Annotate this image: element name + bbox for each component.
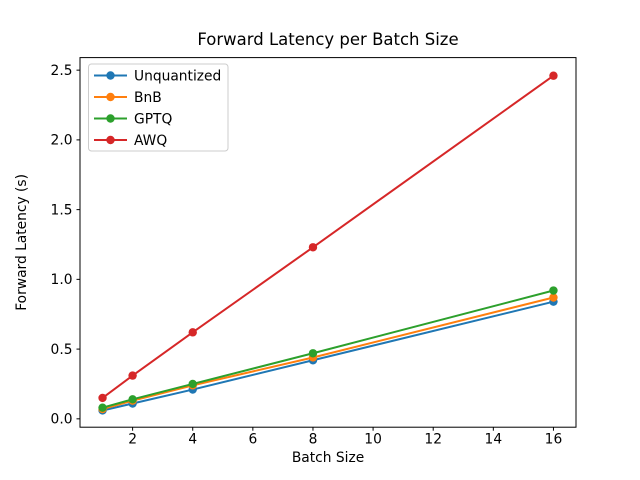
chart-title: Forward Latency per Batch Size [197, 30, 458, 49]
plot-layer: 2 4 6 8 10 12 14 16 0.0 0.5 1.0 1.5 2.0 2.5 Unquantize… [51, 57, 577, 448]
x-tick-label: 4 [188, 432, 197, 448]
legend-label-gptq: GPTQ [134, 111, 172, 127]
legend-box [88, 63, 229, 152]
data-point-awq [308, 243, 318, 252]
series-line-bnb [102, 296, 554, 411]
x-axis-label: Batch Size [292, 450, 364, 466]
data-point-gptq [308, 349, 318, 358]
data-point-awq [188, 328, 197, 337]
data-point-gptq [128, 395, 137, 404]
y-tick-label: 2.5 [51, 63, 73, 79]
legend-label-awq: AWQ [134, 133, 167, 149]
data-point-bnb [549, 293, 558, 302]
data-point-awq [549, 71, 558, 80]
data-point-gptq [188, 379, 197, 389]
legend-label-bnb: BnB [134, 90, 162, 106]
data-point-gptq [98, 403, 107, 412]
y-tick-label: 0.5 [51, 342, 73, 358]
x-tick-label: 6 [248, 432, 257, 448]
x-tick-label: 16 [545, 432, 563, 448]
x-tick-label: 14 [485, 432, 503, 448]
data-point-awq [128, 371, 137, 380]
y-tick-label: 0.0 [51, 412, 73, 428]
series-line-unquantized [102, 300, 554, 412]
data-point-gptq [549, 286, 558, 295]
y-tick-label: 1.5 [51, 202, 73, 218]
x-tick-label: 10 [364, 432, 382, 448]
legend-label-unquantized: Unquantized [134, 68, 221, 84]
data-point-awq [98, 393, 107, 403]
axes-spines [79, 57, 577, 428]
legend-marker [106, 114, 115, 123]
x-tick-label: 8 [309, 432, 318, 448]
x-tick-label: 12 [424, 432, 442, 448]
y-tick-label: 2.0 [51, 133, 73, 149]
x-tick-label: 2 [128, 432, 137, 448]
y-axis-label: Forward Latency (s) [14, 174, 30, 311]
legend-marker [106, 92, 115, 102]
y-tick-label: 1.0 [51, 272, 73, 288]
legend-marker [106, 71, 115, 80]
legend-marker [106, 135, 115, 145]
